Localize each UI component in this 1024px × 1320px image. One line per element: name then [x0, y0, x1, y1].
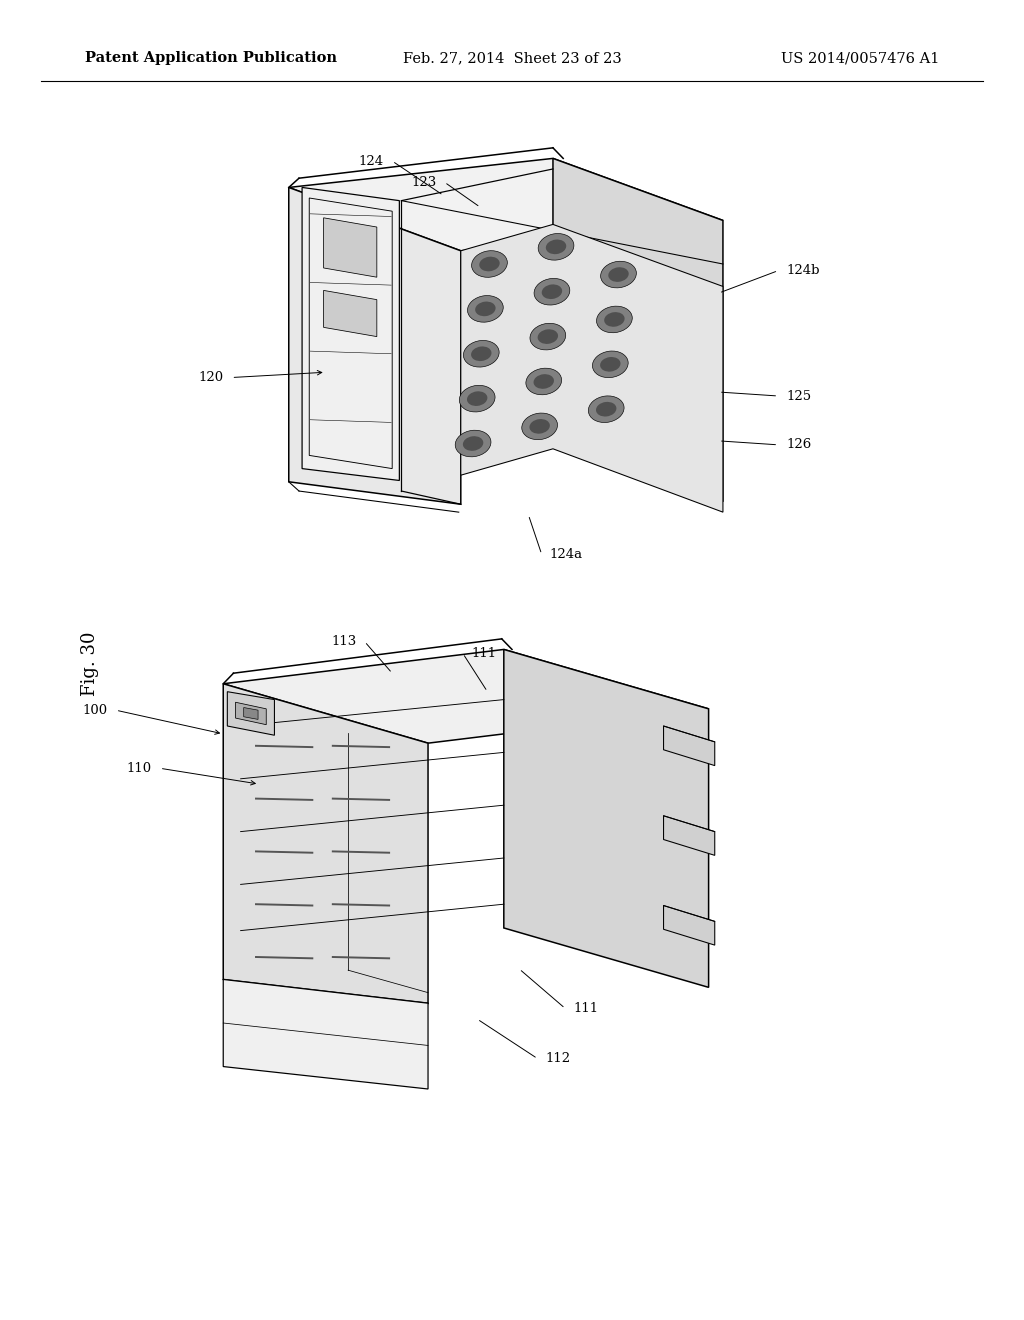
Ellipse shape: [529, 418, 550, 434]
Ellipse shape: [530, 323, 565, 350]
Ellipse shape: [464, 341, 499, 367]
Text: 111: 111: [573, 1002, 599, 1015]
Ellipse shape: [604, 312, 625, 327]
Ellipse shape: [522, 413, 557, 440]
Polygon shape: [223, 979, 428, 1089]
Ellipse shape: [597, 306, 632, 333]
Ellipse shape: [593, 351, 628, 378]
Text: 125: 125: [786, 389, 812, 403]
Ellipse shape: [589, 396, 624, 422]
Ellipse shape: [596, 401, 616, 417]
Ellipse shape: [535, 279, 569, 305]
Ellipse shape: [601, 261, 636, 288]
Ellipse shape: [600, 356, 621, 372]
Polygon shape: [664, 906, 715, 945]
Polygon shape: [302, 187, 399, 480]
Ellipse shape: [546, 239, 566, 255]
Text: Patent Application Publication: Patent Application Publication: [85, 51, 337, 65]
Polygon shape: [504, 649, 709, 987]
Ellipse shape: [479, 256, 500, 272]
Ellipse shape: [608, 267, 629, 282]
Text: 110: 110: [126, 762, 152, 775]
Polygon shape: [223, 684, 428, 1003]
Polygon shape: [324, 290, 377, 337]
Ellipse shape: [456, 430, 490, 457]
Ellipse shape: [542, 284, 562, 300]
Ellipse shape: [475, 301, 496, 317]
Ellipse shape: [534, 374, 554, 389]
Ellipse shape: [539, 234, 573, 260]
Polygon shape: [223, 649, 709, 743]
Ellipse shape: [460, 385, 495, 412]
Ellipse shape: [468, 296, 503, 322]
Ellipse shape: [538, 329, 558, 345]
Text: Feb. 27, 2014  Sheet 23 of 23: Feb. 27, 2014 Sheet 23 of 23: [402, 51, 622, 65]
Text: 124a: 124a: [550, 548, 583, 561]
Ellipse shape: [526, 368, 561, 395]
Text: 123: 123: [411, 176, 436, 189]
Polygon shape: [289, 187, 461, 504]
Ellipse shape: [467, 391, 487, 407]
Text: 124b: 124b: [786, 264, 820, 277]
Polygon shape: [553, 158, 723, 502]
Polygon shape: [289, 158, 723, 251]
Text: 120: 120: [198, 371, 223, 384]
Text: 124: 124: [358, 154, 384, 168]
Polygon shape: [664, 816, 715, 855]
Polygon shape: [227, 692, 274, 735]
Polygon shape: [236, 702, 266, 725]
Ellipse shape: [463, 436, 483, 451]
Polygon shape: [324, 218, 377, 277]
Text: 111: 111: [471, 647, 497, 660]
Ellipse shape: [472, 251, 507, 277]
Text: 126: 126: [786, 438, 812, 451]
Text: Fig. 30: Fig. 30: [81, 632, 99, 696]
Text: 112: 112: [546, 1052, 571, 1065]
Text: 100: 100: [82, 704, 108, 717]
Ellipse shape: [471, 346, 492, 362]
Text: 113: 113: [331, 635, 356, 648]
Text: US 2014/0057476 A1: US 2014/0057476 A1: [780, 51, 939, 65]
Polygon shape: [461, 224, 723, 512]
Polygon shape: [664, 726, 715, 766]
Polygon shape: [244, 708, 258, 719]
